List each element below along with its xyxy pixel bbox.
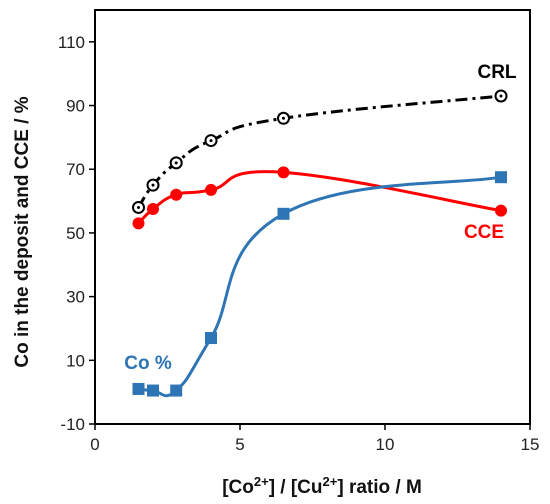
x-axis-title: [Co2+] / [Cu2+] ratio / M <box>222 474 422 498</box>
series-label-crl: CRL <box>477 62 516 83</box>
series-line-crl <box>137 94 502 209</box>
data-point-co <box>277 207 290 220</box>
series-label-co: Co % <box>124 353 172 374</box>
y-axis-ticks: -10 10 30 50 70 90 110 <box>58 33 95 434</box>
data-point-center-crl <box>282 116 285 120</box>
plot-frame <box>94 9 531 425</box>
x-axis-title-tail: ] ratio / M <box>337 477 421 498</box>
y-tick-label: 10 <box>66 351 85 370</box>
x-tick-label: 10 <box>376 435 395 454</box>
y-tick-label: 30 <box>66 288 85 307</box>
series-markers <box>132 89 508 397</box>
x-axis-title-sup1: 2+ <box>254 474 269 489</box>
data-point-center-crl <box>174 161 178 165</box>
data-point-center-crl <box>137 205 140 209</box>
x-tick-label: 0 <box>90 435 99 454</box>
data-point-cce <box>147 203 159 216</box>
data-point-center-crl <box>499 94 503 98</box>
data-point-cce <box>277 166 290 179</box>
y-tick-label: 90 <box>66 97 85 116</box>
y-tick-label: -10 <box>60 415 85 434</box>
x-axis-title-lead: [Co <box>222 477 254 498</box>
data-point-cce <box>132 217 145 230</box>
data-point-co <box>205 332 217 345</box>
series-line-co <box>138 175 502 398</box>
data-point-co <box>170 384 183 397</box>
data-point-co <box>495 171 507 184</box>
series-labels: CRL CCE Co % <box>124 62 517 374</box>
series-lines <box>137 94 502 398</box>
y-tick-label: 50 <box>66 224 85 243</box>
data-point-co <box>132 382 145 395</box>
x-axis-title-sup2: 2+ <box>323 474 338 489</box>
data-point-center-crl <box>209 139 213 143</box>
series-label-cce: CCE <box>464 222 504 243</box>
x-tick-label: 15 <box>521 435 540 454</box>
x-axis-ticks: 0 5 10 15 <box>90 424 539 454</box>
x-axis-title-mid: ] / [Cu <box>269 477 323 498</box>
data-point-center-crl <box>151 183 155 187</box>
data-point-cce <box>170 188 183 201</box>
y-tick-label: 70 <box>66 160 85 179</box>
y-axis-title: Co in the deposit and CCE / % <box>12 96 33 367</box>
data-point-co <box>147 384 159 397</box>
data-point-cce <box>205 183 217 196</box>
x-tick-label: 5 <box>235 435 244 454</box>
y-tick-label: 110 <box>58 33 85 52</box>
plot-area-border <box>94 9 531 425</box>
data-point-cce <box>495 204 507 217</box>
